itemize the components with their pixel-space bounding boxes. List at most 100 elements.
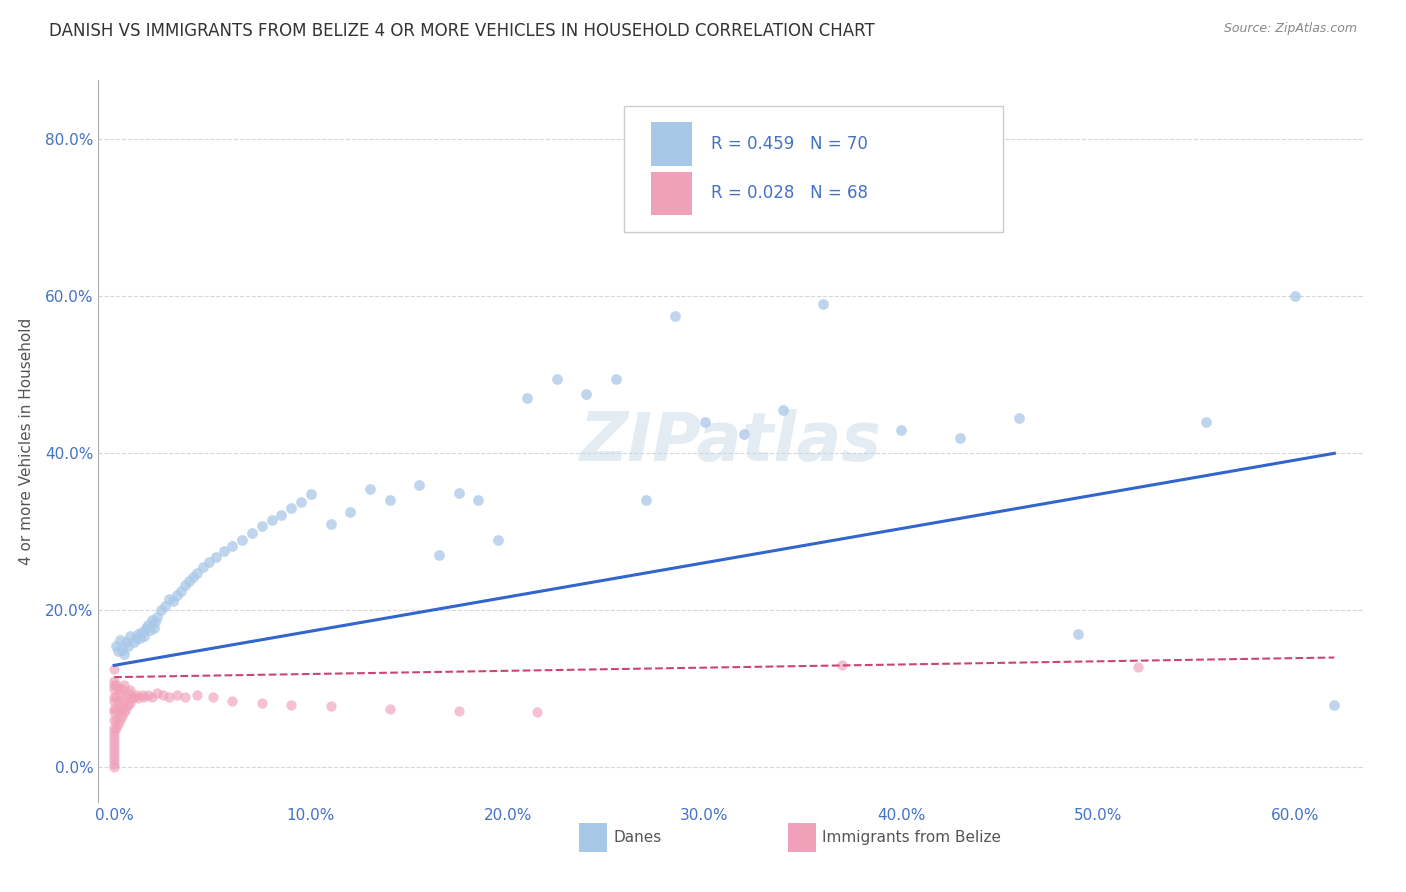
Point xyxy=(121,691,143,706)
Point xyxy=(112,694,135,708)
Point xyxy=(150,603,173,617)
Text: Danes: Danes xyxy=(613,830,662,845)
Point xyxy=(125,631,148,645)
Point xyxy=(115,690,138,704)
Point xyxy=(117,698,139,712)
Point xyxy=(299,487,322,501)
Point xyxy=(118,696,141,710)
Point xyxy=(157,591,180,606)
Point xyxy=(103,753,125,767)
Point xyxy=(112,678,135,692)
Point xyxy=(221,539,243,553)
Point xyxy=(105,690,128,704)
Point xyxy=(111,681,134,696)
Point xyxy=(467,493,489,508)
Point xyxy=(447,704,470,718)
Point xyxy=(146,686,169,700)
Point xyxy=(103,701,125,715)
Point xyxy=(117,686,139,700)
Point xyxy=(141,690,163,704)
Point xyxy=(221,694,243,708)
Point xyxy=(181,570,204,584)
Point xyxy=(186,688,208,702)
Point xyxy=(191,560,214,574)
Point xyxy=(122,635,145,649)
Point xyxy=(166,688,188,702)
Point xyxy=(103,694,125,708)
Point xyxy=(260,513,283,527)
Point xyxy=(1008,411,1031,425)
Point xyxy=(115,701,138,715)
Point xyxy=(103,733,125,747)
Point xyxy=(186,566,208,580)
Point xyxy=(108,686,131,700)
Point xyxy=(146,609,169,624)
Point xyxy=(201,690,224,704)
Point xyxy=(231,533,253,547)
Point xyxy=(103,745,125,759)
FancyBboxPatch shape xyxy=(579,823,607,852)
Point xyxy=(132,628,155,642)
Point xyxy=(111,698,134,712)
Point xyxy=(108,633,131,648)
Point xyxy=(103,714,125,728)
Point xyxy=(103,740,125,755)
Point xyxy=(115,635,138,649)
Text: Immigrants from Belize: Immigrants from Belize xyxy=(823,830,1001,845)
Point xyxy=(157,690,180,704)
Point xyxy=(575,387,598,401)
Point xyxy=(111,642,134,657)
Point xyxy=(197,555,219,569)
Point xyxy=(111,709,134,723)
Point xyxy=(108,714,131,728)
FancyBboxPatch shape xyxy=(651,122,692,166)
Point xyxy=(378,701,401,715)
Point xyxy=(1067,627,1090,641)
Point xyxy=(105,678,128,692)
Point xyxy=(486,533,509,547)
Point xyxy=(141,613,163,627)
Point xyxy=(107,706,129,720)
Point xyxy=(280,698,302,712)
Point xyxy=(664,309,686,323)
Point xyxy=(339,505,361,519)
Point xyxy=(108,701,131,715)
Point xyxy=(1126,660,1149,674)
Point xyxy=(280,501,302,516)
Point xyxy=(132,690,155,704)
Point xyxy=(890,423,912,437)
Point xyxy=(127,691,149,706)
Point xyxy=(142,621,165,635)
Point xyxy=(152,688,174,702)
Point xyxy=(127,627,149,641)
Point xyxy=(103,706,125,720)
Text: Source: ZipAtlas.com: Source: ZipAtlas.com xyxy=(1223,22,1357,36)
Point xyxy=(112,647,135,661)
Point xyxy=(105,721,128,735)
Point xyxy=(270,508,292,522)
Point xyxy=(166,588,188,602)
Point xyxy=(240,526,263,541)
Point xyxy=(118,683,141,698)
Point xyxy=(103,674,125,689)
Text: ZIPatlas: ZIPatlas xyxy=(581,409,882,475)
Point xyxy=(319,699,342,714)
Point xyxy=(103,737,125,751)
Point xyxy=(605,372,627,386)
Point xyxy=(136,688,159,702)
Point xyxy=(250,696,273,710)
FancyBboxPatch shape xyxy=(651,172,692,215)
Point xyxy=(103,678,125,692)
Point xyxy=(1284,289,1306,303)
Point xyxy=(112,706,135,720)
Point xyxy=(634,493,657,508)
Point xyxy=(145,615,167,630)
Text: DANISH VS IMMIGRANTS FROM BELIZE 4 OR MORE VEHICLES IN HOUSEHOLD CORRELATION CHA: DANISH VS IMMIGRANTS FROM BELIZE 4 OR MO… xyxy=(49,22,875,40)
Point xyxy=(949,431,972,445)
Point xyxy=(117,639,139,653)
Point xyxy=(125,688,148,702)
Point xyxy=(103,662,125,676)
Point xyxy=(205,549,228,564)
Point xyxy=(135,621,157,635)
Point xyxy=(546,372,568,386)
